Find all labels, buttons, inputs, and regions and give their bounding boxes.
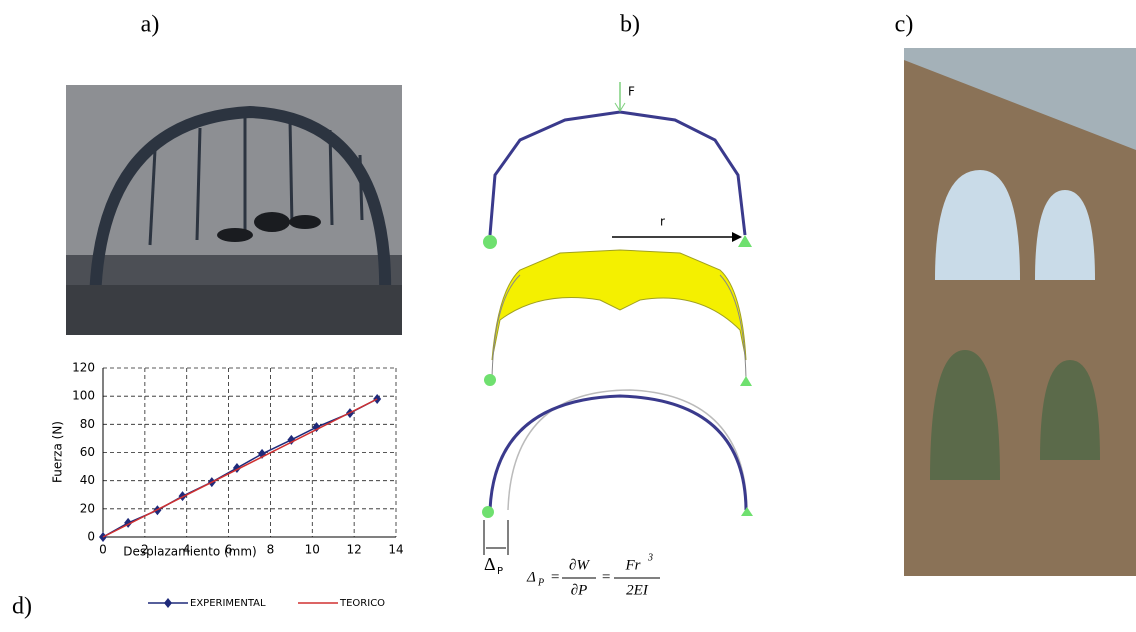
formula-den: ∂P [571,582,588,598]
x-axis-label: Desplazamiento (mm) [123,545,256,559]
legend-label: EXPERIMENTAL [190,598,266,609]
radius-label: r [660,215,665,229]
series-line [102,398,378,538]
delta-sub: P [497,566,503,577]
formula-den: 2EI [626,582,649,598]
panel-label: a) [141,12,160,38]
arch-diagram [482,82,753,579]
legend-label: TEORICO [339,598,385,609]
x-tick-label: 10 [305,543,320,557]
formula-eq: = [601,569,611,585]
formula-num: Fr [625,557,641,573]
formula-num: ∂W [569,557,590,573]
y-tick-label: 80 [80,417,95,431]
diagram-text: F r Δ P [484,85,665,578]
photo-arch-model [66,85,402,335]
photo-aqueduct [904,48,1136,576]
x-tick-label: 4 [183,543,191,557]
y-tick-label: 120 [72,361,95,375]
force-label: F [628,85,635,99]
x-tick-label: 0 [99,543,107,557]
delta-label: Δ [484,554,496,574]
x-tick-label: 8 [267,543,275,557]
y-tick-label: 40 [80,473,95,487]
y-axis-label: Fuerza (N) [51,421,65,483]
legend-marker [164,598,172,608]
marker [312,422,321,433]
formula-sup: 3 [647,552,653,563]
panel-label: c) [895,12,914,38]
y-tick-label: 100 [72,389,95,403]
panel-label: d) [12,594,32,620]
x-tick-label: 14 [388,543,403,557]
y-tick-label: 0 [87,530,95,544]
y-tick-label: 60 [80,445,95,459]
formula-lhs: Δ [526,569,536,585]
chart: 0 20 40 60 80 100 120 0 2 4 6 8 10 12 14 EXPERIMENTAL TE… [72,361,404,610]
formula-sub: P [537,577,544,588]
y-tick-label: 20 [80,501,95,515]
formula-eq: = [550,569,560,585]
formula: Δ P = ∂W ∂P = Fr 3 2EI [526,552,653,598]
x-tick-label: 6 [225,543,233,557]
panel-label: b) [620,12,640,38]
x-tick-label: 12 [347,543,362,557]
x-tick-label: 2 [141,543,149,557]
marker [287,434,296,445]
